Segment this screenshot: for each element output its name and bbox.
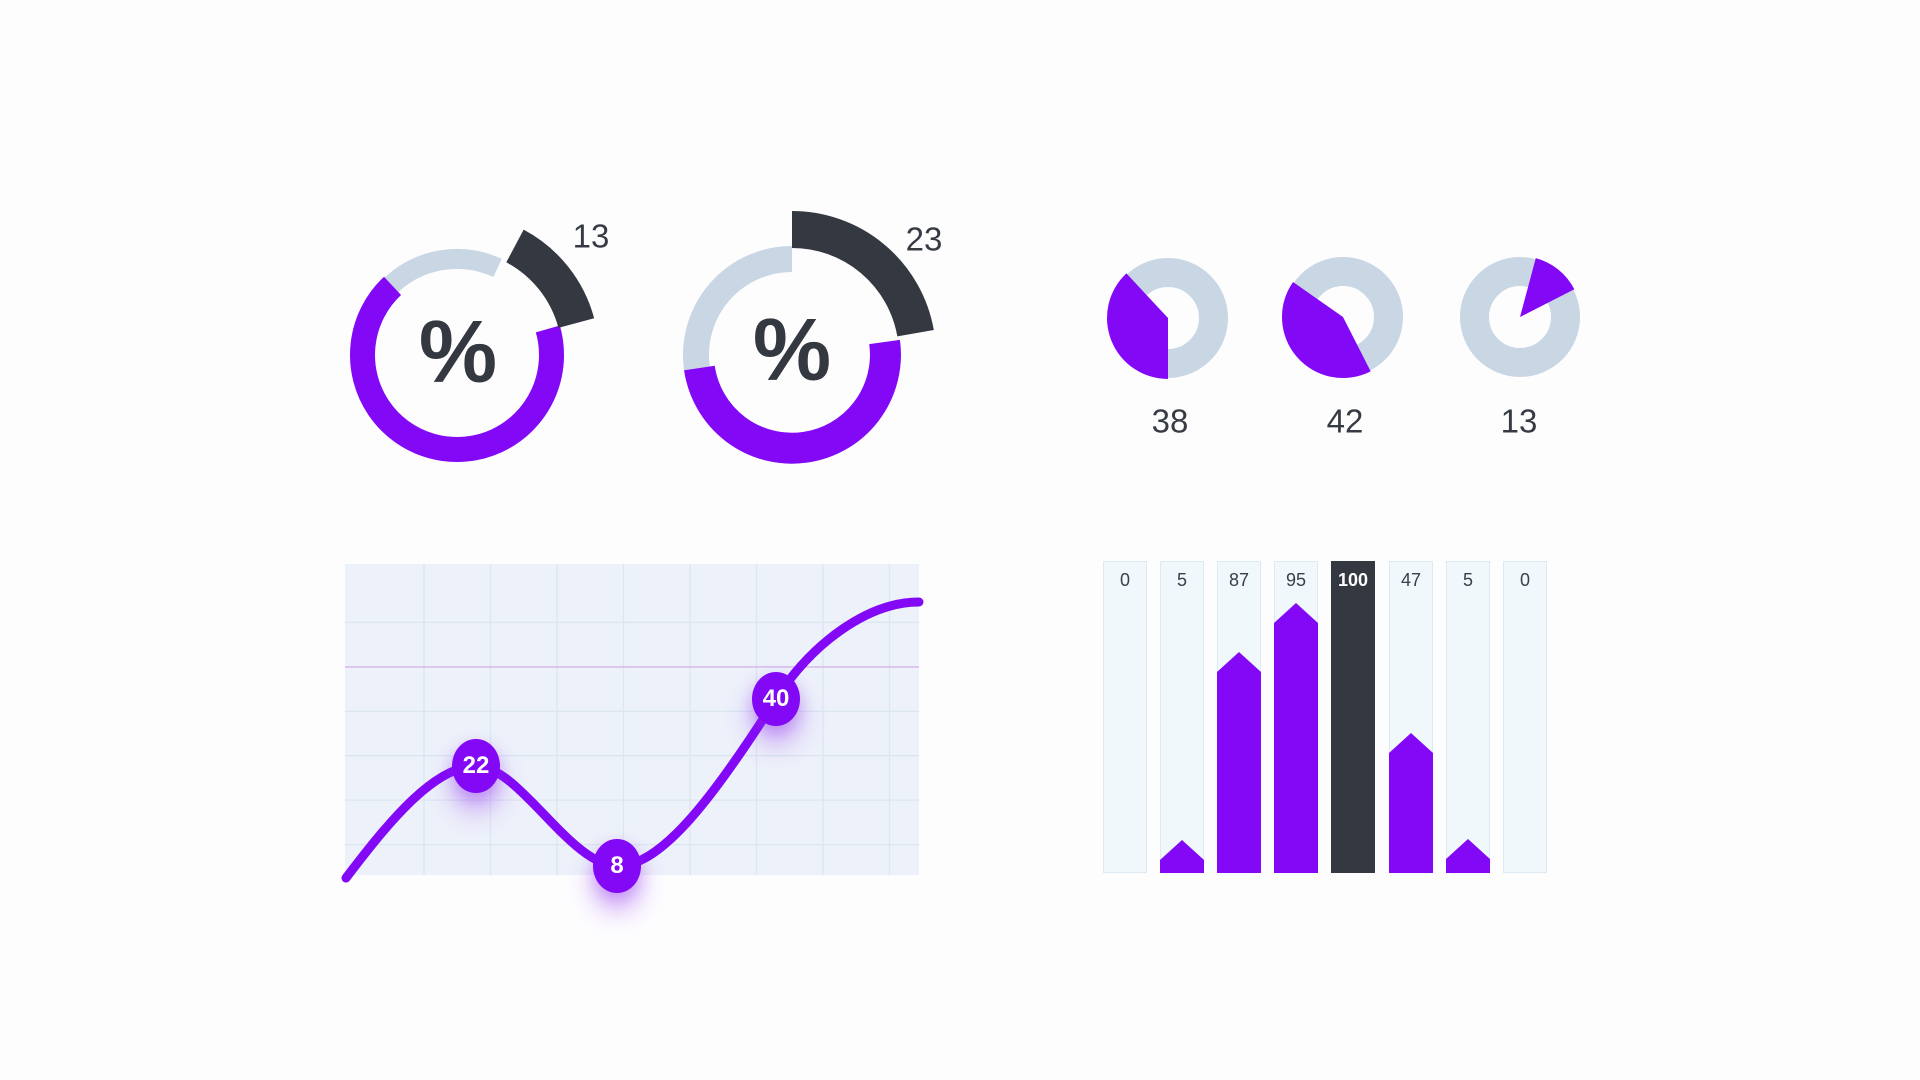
mini-pie-1 (1107, 258, 1228, 379)
bar-column: 0 (1503, 561, 1547, 873)
gauge-1-donut-chart (350, 229, 595, 462)
line-marker-8-label: 8 (610, 852, 624, 879)
bar-value-label: 95 (1285, 570, 1307, 590)
gauge-2-percent-symbol: % (752, 300, 831, 399)
bar-value-label: 5 (1462, 570, 1473, 590)
mini-pie-2-value-label: 42 (1326, 402, 1364, 440)
bar-column: 47 (1389, 561, 1433, 873)
bar-value-label: 47 (1400, 570, 1422, 590)
bar-column: 0 (1103, 561, 1147, 873)
gauge-1-value-label: 13 (572, 217, 610, 255)
bar-value-label: 87 (1228, 570, 1250, 590)
gauge-1-percent-symbol: % (418, 302, 497, 401)
bar-column: 95 (1274, 561, 1318, 873)
bar-column: 87 (1217, 561, 1261, 873)
bar-column: 5 (1160, 561, 1204, 873)
bar-value-label: 5 (1176, 570, 1187, 590)
line-marker-22-label: 22 (462, 752, 490, 779)
bar-value-label: 0 (1119, 570, 1130, 590)
line-marker-22: 22 (452, 739, 500, 793)
line-marker-8: 8 (593, 839, 641, 893)
mini-pie-3 (1460, 257, 1580, 377)
bar-column: 5 (1446, 561, 1490, 873)
mini-pie-2 (1281, 257, 1403, 378)
bar-value-label: 100 (1337, 570, 1369, 590)
gauge-2-donut-chart (683, 211, 934, 464)
bar-column-highlight: 100 (1331, 561, 1375, 873)
gauge-2-value-label: 23 (905, 220, 943, 258)
line-marker-40: 40 (752, 672, 800, 726)
mini-pie-1-value-label: 38 (1151, 402, 1189, 440)
line-marker-40-label: 40 (762, 685, 790, 712)
mini-pie-3-value-label: 13 (1500, 402, 1538, 440)
bar-value-label: 0 (1519, 570, 1530, 590)
